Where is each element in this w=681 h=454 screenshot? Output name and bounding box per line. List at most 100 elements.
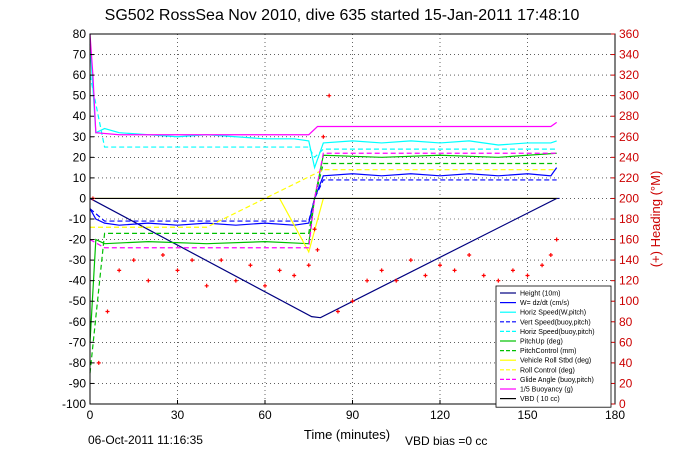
series-line-vehicle-roll-stbd-deg- — [90, 197, 557, 254]
y-tick-label-right: 160 — [619, 233, 639, 247]
legend-label: W= dz/dt (cm/s) — [520, 300, 569, 307]
heading-marker — [292, 273, 297, 278]
series-line-1-5-buoyancy-g- — [89, 33, 558, 136]
y-tick-label-right: 180 — [619, 212, 639, 226]
y-tick-label-right: 60 — [619, 335, 633, 349]
heading-marker — [496, 278, 501, 283]
legend-label: Vehicle Roll Stbd (deg) — [520, 358, 591, 365]
y-tick-label-right: 100 — [619, 294, 639, 308]
heading-marker — [394, 278, 399, 283]
legend-label: PitchUp (deg) — [520, 339, 563, 346]
y-tick-label-left: -90 — [69, 376, 87, 390]
y-tick-label-right: 280 — [619, 109, 639, 123]
legend-label: Vert Speed(buoy,pitch) — [520, 319, 591, 326]
heading-marker — [131, 258, 136, 263]
y-tick-label-left: 50 — [73, 89, 87, 103]
legend-label: PitchControl (mm) — [520, 348, 576, 355]
series-line-vert-speed-buoy-pitch- — [89, 179, 557, 222]
x-tick-label: 90 — [346, 408, 360, 422]
heading-marker — [312, 227, 317, 232]
y-tick-label-right: 360 — [619, 27, 639, 41]
heading-marker — [379, 268, 384, 273]
series-line-glide-angle-buoy-pitch- — [89, 152, 557, 249]
heading-marker — [365, 278, 370, 283]
heading-marker — [204, 283, 209, 288]
y-tick-label-left: 60 — [73, 68, 87, 82]
series-line-horiz-speed-buoy-pitch- — [89, 74, 557, 159]
y-tick-label-left: -60 — [69, 315, 87, 329]
y-tick-label-left: 0 — [79, 191, 86, 205]
y-tick-label-right: 200 — [619, 191, 639, 205]
legend-label: Horiz Speed(W,pitch) — [520, 310, 586, 317]
heading-marker — [452, 268, 457, 273]
y-tick-label-left: -100 — [62, 397, 86, 411]
heading-marker — [350, 299, 355, 304]
heading-marker — [219, 258, 224, 263]
y-tick-label-left: 30 — [73, 130, 87, 144]
footer-vbd-bias: VBD bias =0 cc — [405, 434, 487, 448]
y-tick-label-left: 20 — [73, 150, 87, 164]
y-tick-label-right: 0 — [619, 397, 626, 411]
legend: Height (10m) W= dz/dt (cm/s) Horiz Speed(W… — [495, 285, 612, 408]
heading-marker — [467, 252, 472, 257]
x-tick-label: 120 — [430, 408, 450, 422]
legend-box — [495, 285, 612, 408]
legend-label: Roll Control (deg) — [520, 367, 575, 374]
heading-marker — [263, 283, 267, 288]
x-tick-label: 60 — [258, 408, 272, 422]
y-axis-left: -100-90-80-70-60-50-40-30-20-10010203040… — [62, 27, 94, 411]
heading-marker — [548, 252, 553, 257]
x-axis: 0 30 60 90 120 150 180 — [87, 400, 625, 422]
heading-marker — [277, 268, 282, 273]
y-tick-label-right: 40 — [619, 356, 633, 370]
x-tick-label: 180 — [605, 408, 625, 422]
heading-marker — [540, 263, 545, 268]
y-tick-label-right: 80 — [619, 315, 633, 329]
heading-marker — [96, 360, 101, 365]
series-line-roll-control-deg- — [90, 169, 557, 228]
y-tick-label-right: 20 — [619, 376, 633, 390]
y-tick-label-left: -30 — [69, 253, 87, 267]
heading-marker — [160, 252, 165, 257]
heading-marker — [438, 263, 442, 268]
y-tick-label-right: 260 — [619, 130, 639, 144]
heading-marker — [190, 258, 195, 263]
y-tick-label-right: 140 — [619, 253, 639, 267]
series-layer — [89, 33, 560, 374]
heading-marker — [525, 273, 530, 278]
legend-label: Horiz Speed(buoy,pitch) — [520, 329, 595, 336]
heading-marker — [175, 268, 180, 273]
chart-title: SG502 RossSea Nov 2010, dive 635 started… — [105, 7, 580, 24]
heading-marker — [510, 268, 515, 273]
y-tick-label-right: 340 — [619, 48, 639, 62]
x-axis-label: Time (minutes) — [304, 427, 390, 442]
y-tick-label-right: 300 — [619, 89, 639, 103]
heading-marker — [306, 263, 311, 268]
heading-marker — [554, 237, 559, 242]
series-line-pitchcontrol-mm- — [89, 162, 557, 374]
y-axis-right: 0 20 40 60 80 100 120 140 160 180 200 220 240 260 280 3… — [611, 27, 639, 411]
legend-label: VBD ( 10 cc) — [520, 396, 560, 403]
y-tick-label-right: 220 — [619, 171, 639, 185]
y-tick-label-left: -70 — [69, 335, 87, 349]
heading-marker — [408, 258, 413, 263]
y-tick-label-right: 240 — [619, 150, 639, 164]
y-tick-label-left: 10 — [73, 171, 87, 185]
series-line-horiz-speed-w-pitch- — [89, 44, 557, 170]
heading-marker — [105, 309, 110, 314]
heading-marker — [327, 93, 332, 98]
series-line-height-10m- — [89, 197, 560, 319]
x-tick-label: 0 — [87, 408, 94, 422]
y-tick-label-left: 40 — [73, 109, 87, 123]
footer-timestamp: 06-Oct-2011 11:16:35 — [88, 433, 203, 447]
y-tick-label-left: 80 — [73, 27, 87, 41]
heading-marker — [146, 278, 151, 283]
legend-label: 1/5 Buoyancy (g) — [520, 387, 573, 394]
heading-marker — [233, 278, 238, 283]
y-tick-label-right: 120 — [619, 274, 639, 288]
heading-marker — [315, 247, 320, 252]
x-tick-label: 30 — [171, 408, 185, 422]
y-tick-label-left: -20 — [69, 233, 87, 247]
y-tick-label-left: -80 — [69, 356, 87, 370]
